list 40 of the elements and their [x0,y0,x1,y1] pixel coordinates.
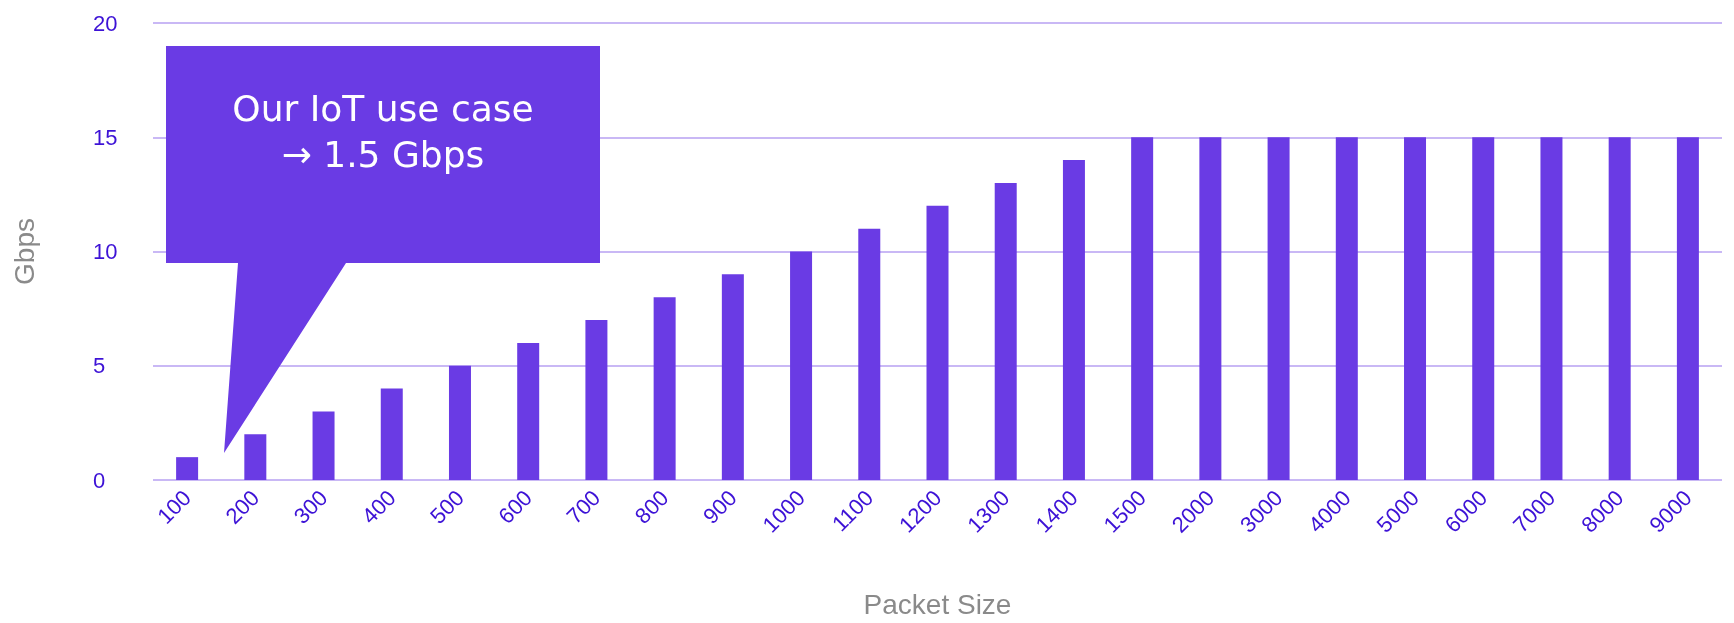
x-tick-label: 500 [425,485,469,529]
bar [1131,137,1154,480]
bar [653,297,676,480]
bar [926,205,949,480]
bar [1404,137,1427,480]
bar [1676,137,1699,480]
bar [1540,137,1563,480]
x-tick-label: 700 [561,485,606,529]
x-axis-title: Packet Size [863,588,1012,620]
y-tick-label: 0 [93,467,106,493]
bar [517,342,540,480]
bar [176,457,199,480]
y-tick-label: 10 [93,239,118,264]
bar [721,274,744,480]
y-tick-label: 15 [93,124,118,150]
bar [1472,137,1495,480]
x-tick-label: 800 [629,485,674,529]
bar [1062,160,1085,480]
bar [1267,137,1290,480]
bar [790,251,813,480]
y-axis-title: Gbps [8,218,40,285]
bar [244,434,267,480]
bar [1335,137,1358,480]
bar [1199,137,1222,480]
bar [994,182,1017,480]
bar [312,411,335,480]
bar [858,228,881,480]
bar [380,388,403,480]
annotation: Our IoT use case → 1.5 Gbps [231,87,535,177]
x-tick-label: 300 [288,485,333,529]
bar [448,365,471,480]
x-tick-label: 600 [493,485,538,529]
x-tick-label: 100 [152,485,196,529]
y-tick-label: 20 [93,10,118,36]
x-tick-label: 200 [220,485,265,529]
bar [1608,137,1631,480]
x-tick-label: 400 [356,485,401,529]
bar [585,320,608,480]
x-tick-label: 900 [698,485,742,529]
y-tick-label: 5 [93,353,106,379]
